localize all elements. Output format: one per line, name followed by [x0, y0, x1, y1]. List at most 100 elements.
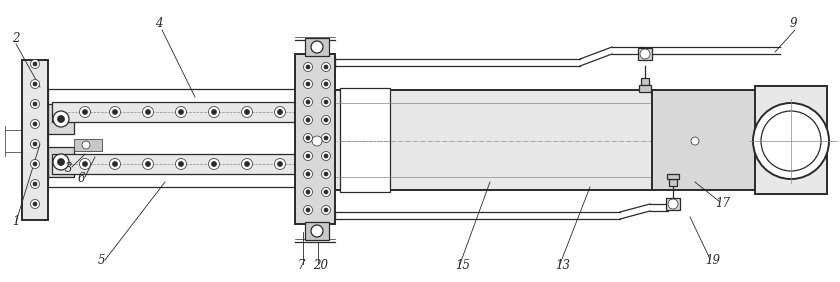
Text: 6: 6: [78, 172, 86, 185]
Circle shape: [324, 208, 328, 212]
Circle shape: [212, 109, 217, 114]
Circle shape: [30, 60, 39, 69]
Circle shape: [33, 202, 37, 206]
Circle shape: [30, 100, 39, 109]
Bar: [305, 38, 329, 56]
Bar: [669, 179, 677, 186]
Circle shape: [303, 151, 312, 160]
Circle shape: [33, 82, 37, 86]
Circle shape: [322, 63, 330, 72]
Bar: [666, 198, 680, 210]
Circle shape: [324, 65, 328, 69]
Text: 15: 15: [455, 259, 470, 272]
Bar: [638, 48, 652, 60]
Circle shape: [324, 190, 328, 194]
Circle shape: [113, 162, 118, 166]
Circle shape: [277, 109, 282, 114]
Circle shape: [30, 120, 39, 129]
Circle shape: [53, 111, 69, 127]
Text: 19: 19: [705, 254, 720, 267]
Circle shape: [33, 102, 37, 106]
Circle shape: [277, 162, 282, 166]
Circle shape: [109, 158, 120, 169]
Circle shape: [82, 109, 87, 114]
Circle shape: [640, 49, 650, 59]
Circle shape: [311, 225, 323, 237]
Circle shape: [176, 107, 186, 118]
Circle shape: [113, 109, 118, 114]
Bar: [74, 139, 102, 151]
Bar: [48, 104, 74, 134]
Bar: [340, 88, 390, 192]
Circle shape: [244, 162, 249, 166]
Circle shape: [33, 122, 37, 126]
Circle shape: [179, 162, 183, 166]
Text: 4: 4: [155, 17, 162, 30]
Circle shape: [208, 107, 219, 118]
Circle shape: [303, 169, 312, 179]
Circle shape: [275, 107, 286, 118]
Circle shape: [306, 65, 310, 69]
Circle shape: [80, 107, 91, 118]
Bar: [641, 78, 649, 85]
Circle shape: [306, 118, 310, 122]
Bar: [52, 102, 310, 122]
Circle shape: [324, 100, 328, 104]
Circle shape: [109, 107, 120, 118]
Circle shape: [322, 116, 330, 124]
Circle shape: [322, 98, 330, 107]
Circle shape: [33, 62, 37, 66]
Circle shape: [275, 158, 286, 169]
Text: 9: 9: [790, 17, 797, 30]
Circle shape: [143, 158, 154, 169]
Circle shape: [306, 100, 310, 104]
Text: 2: 2: [12, 32, 19, 45]
Circle shape: [322, 151, 330, 160]
Circle shape: [322, 206, 330, 215]
Circle shape: [208, 158, 219, 169]
Circle shape: [80, 158, 91, 169]
Circle shape: [145, 162, 150, 166]
Circle shape: [53, 154, 69, 170]
Bar: [667, 174, 679, 179]
Circle shape: [306, 154, 310, 158]
Text: 20: 20: [313, 259, 328, 272]
Circle shape: [761, 111, 821, 171]
Text: 13: 13: [555, 259, 570, 272]
Circle shape: [30, 80, 39, 89]
Bar: [48, 89, 314, 187]
Circle shape: [322, 169, 330, 179]
Circle shape: [143, 107, 154, 118]
Circle shape: [306, 136, 310, 140]
Circle shape: [82, 162, 87, 166]
Circle shape: [176, 158, 186, 169]
Bar: [52, 154, 310, 174]
Circle shape: [303, 116, 312, 124]
Circle shape: [303, 133, 312, 142]
Circle shape: [324, 136, 328, 140]
Circle shape: [179, 109, 183, 114]
Circle shape: [33, 182, 37, 186]
Circle shape: [30, 140, 39, 149]
Bar: [652, 90, 760, 190]
Circle shape: [82, 141, 90, 149]
Bar: [639, 85, 651, 92]
Circle shape: [306, 172, 310, 176]
Circle shape: [306, 190, 310, 194]
Bar: [755, 86, 827, 194]
Circle shape: [30, 180, 39, 188]
Circle shape: [668, 199, 678, 209]
Circle shape: [324, 118, 328, 122]
Circle shape: [212, 162, 217, 166]
Circle shape: [322, 133, 330, 142]
Circle shape: [303, 80, 312, 89]
Circle shape: [303, 188, 312, 197]
Circle shape: [753, 103, 829, 179]
Bar: [295, 54, 335, 224]
Circle shape: [33, 142, 37, 146]
Circle shape: [244, 109, 249, 114]
Text: 5: 5: [98, 254, 106, 267]
Circle shape: [303, 98, 312, 107]
Circle shape: [311, 41, 323, 53]
Circle shape: [306, 82, 310, 86]
